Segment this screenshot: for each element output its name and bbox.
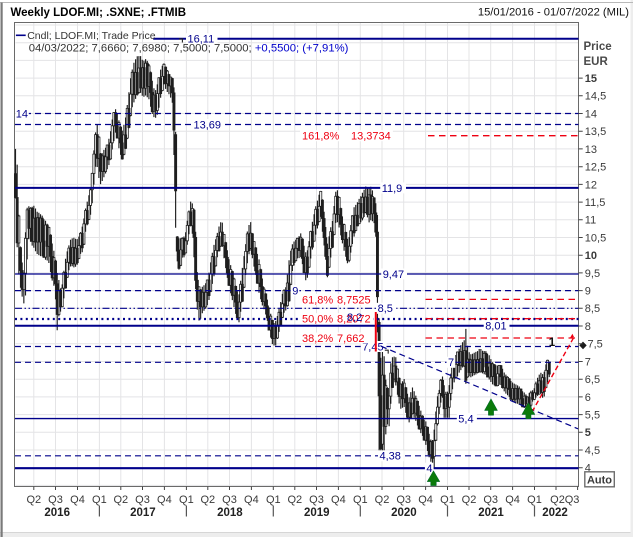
svg-text:14,5: 14,5 <box>585 91 606 103</box>
svg-text:4: 4 <box>585 463 591 475</box>
svg-text:16,11: 16,11 <box>188 34 215 46</box>
svg-text:Q2: Q2 <box>375 494 390 506</box>
svg-text:Q3: Q3 <box>309 494 324 506</box>
svg-text:Q1: Q1 <box>353 494 368 506</box>
svg-text:13,69: 13,69 <box>194 119 222 131</box>
svg-text:8,2072: 8,2072 <box>337 314 371 326</box>
svg-text:38,2%: 38,2% <box>302 333 333 345</box>
svg-text:10,5: 10,5 <box>585 232 606 244</box>
svg-text:12: 12 <box>585 179 597 191</box>
svg-text:Q3: Q3 <box>222 494 237 506</box>
svg-text:8,01: 8,01 <box>485 321 506 333</box>
svg-text:8,2: 8,2 <box>347 312 362 324</box>
svg-text:04/03/2022; 7,6660; 7,6980; 7,: 04/03/2022; 7,6660; 7,6980; 7,5000; 7,50… <box>29 42 349 54</box>
svg-text:Q3: Q3 <box>565 494 580 506</box>
svg-text:2018: 2018 <box>217 507 243 519</box>
svg-text:Q2: Q2 <box>462 494 477 506</box>
svg-text:8,5: 8,5 <box>585 303 600 315</box>
svg-text:10: 10 <box>585 250 597 262</box>
svg-text:Q4: Q4 <box>244 494 259 506</box>
svg-text:2016: 2016 <box>44 507 70 519</box>
svg-text:4,38: 4,38 <box>380 451 401 463</box>
svg-text:Q2: Q2 <box>200 494 215 506</box>
svg-text:7: 7 <box>448 357 454 369</box>
svg-text:Q1: Q1 <box>92 494 107 506</box>
svg-text:14: 14 <box>585 108 597 120</box>
svg-text:4,5: 4,5 <box>585 445 600 457</box>
svg-text:6: 6 <box>585 392 591 404</box>
svg-text:Auto: Auto <box>587 474 612 486</box>
svg-text:9: 9 <box>585 286 591 298</box>
svg-text:Q2: Q2 <box>26 494 41 506</box>
svg-text:4: 4 <box>426 463 432 475</box>
svg-text:5: 5 <box>585 427 591 439</box>
svg-text:Q1: Q1 <box>527 494 542 506</box>
svg-text:Cndl; LDOF.MI; Trade Price: Cndl; LDOF.MI; Trade Price <box>27 30 156 42</box>
svg-text:Q3: Q3 <box>396 494 411 506</box>
svg-text:9,5: 9,5 <box>585 268 600 280</box>
svg-text:14: 14 <box>16 108 28 120</box>
svg-text:13,5: 13,5 <box>585 126 606 138</box>
svg-text:2022: 2022 <box>542 507 568 519</box>
svg-text:11: 11 <box>585 215 596 227</box>
svg-text:7: 7 <box>585 356 591 368</box>
svg-text:Price: Price <box>584 41 612 53</box>
svg-text:7,45: 7,45 <box>362 341 383 353</box>
svg-text:Q3: Q3 <box>483 494 498 506</box>
svg-text:2021: 2021 <box>478 507 504 519</box>
svg-text:6,5: 6,5 <box>585 374 600 386</box>
svg-text:Q4: Q4 <box>70 494 85 506</box>
svg-text:2020: 2020 <box>391 507 417 519</box>
svg-text:Q1: Q1 <box>179 494 194 506</box>
svg-text:7,662: 7,662 <box>337 333 365 345</box>
svg-text:8,7525: 8,7525 <box>337 294 371 306</box>
svg-text:8,5: 8,5 <box>378 303 393 315</box>
svg-text:12,5: 12,5 <box>585 162 606 174</box>
svg-text:Q2: Q2 <box>113 494 128 506</box>
svg-text:161,8%: 161,8% <box>302 131 340 143</box>
svg-text:61,8%: 61,8% <box>302 294 333 306</box>
svg-text:1: 1 <box>549 337 556 349</box>
svg-text:13: 13 <box>585 144 597 156</box>
svg-text:Q2: Q2 <box>550 494 565 506</box>
svg-text:15: 15 <box>585 73 597 85</box>
svg-text:9: 9 <box>292 286 298 298</box>
svg-text:15/01/2016 - 01/07/2022 (MIL): 15/01/2016 - 01/07/2022 (MIL) <box>478 7 629 19</box>
svg-text:50,0%: 50,0% <box>302 314 333 326</box>
svg-text:Q4: Q4 <box>157 494 172 506</box>
svg-text:11,9: 11,9 <box>382 183 403 195</box>
svg-text:Q2: Q2 <box>287 494 302 506</box>
svg-text:8: 8 <box>585 321 591 333</box>
svg-text:2017: 2017 <box>130 507 156 519</box>
svg-text:EUR: EUR <box>584 56 609 68</box>
svg-text:Q4: Q4 <box>418 494 433 506</box>
svg-text:5,5: 5,5 <box>585 410 600 422</box>
svg-text:Q1: Q1 <box>266 494 281 506</box>
svg-text:Q3: Q3 <box>135 494 150 506</box>
svg-text:7,5: 7,5 <box>588 339 603 351</box>
svg-text:11,5: 11,5 <box>585 197 606 209</box>
svg-text:13,3734: 13,3734 <box>351 131 391 143</box>
svg-text:9,47: 9,47 <box>383 269 404 281</box>
svg-text:5,4: 5,4 <box>458 414 473 426</box>
svg-text:Q4: Q4 <box>505 494 520 506</box>
svg-text:Q3: Q3 <box>48 494 63 506</box>
svg-text:Q4: Q4 <box>331 494 346 506</box>
svg-text:2019: 2019 <box>304 507 330 519</box>
svg-text:Q1: Q1 <box>440 494 455 506</box>
svg-text:Weekly LDOF.MI; .SXNE; .FTMIB: Weekly LDOF.MI; .SXNE; .FTMIB <box>11 7 187 19</box>
